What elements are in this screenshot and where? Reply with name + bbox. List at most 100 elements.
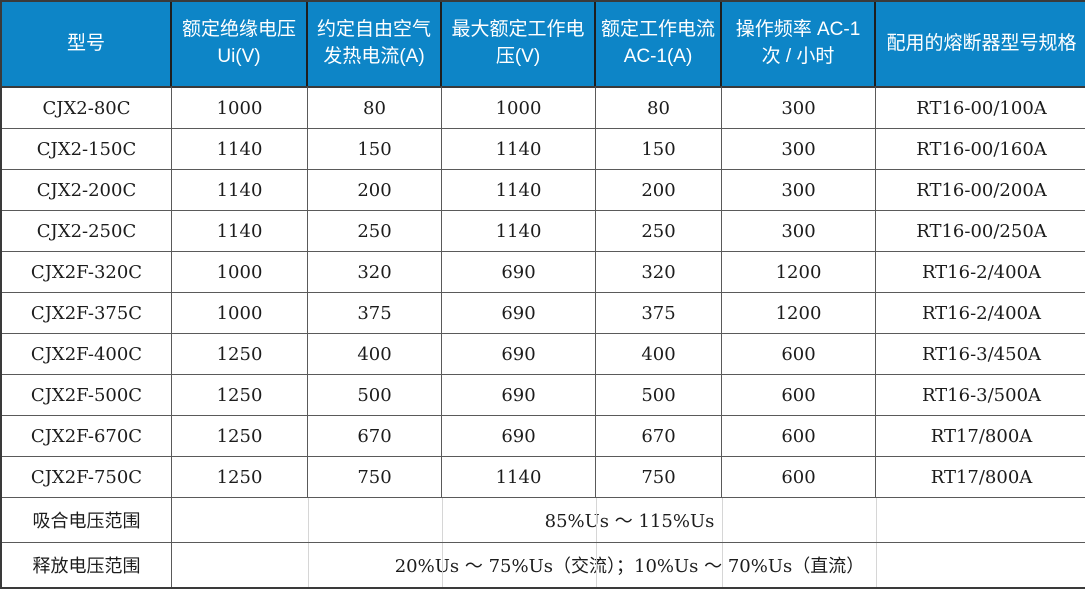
- table-cell: 1250: [172, 416, 308, 457]
- table-cell: RT16-3/450A: [876, 334, 1085, 375]
- table-cell: 1140: [442, 211, 596, 252]
- footer-value-pickup-voltage: 85%Us ～ 115%Us: [172, 498, 1085, 543]
- table-cell: 690: [442, 334, 596, 375]
- column-header-fuse-spec: 配用的熔断器型号规格: [876, 2, 1085, 86]
- footer-label-pickup-voltage: 吸合电压范围: [2, 498, 172, 543]
- table-cell: 1140: [172, 211, 308, 252]
- footer-value-text: 20%Us ～ 75%Us（交流）；10%Us ～ 70%Us（直流）: [394, 556, 865, 577]
- ghost-column-divider: [307, 543, 309, 587]
- ghost-column-divider: [722, 543, 723, 587]
- table-cell: 1000: [172, 252, 308, 293]
- table-cell: 250: [308, 211, 442, 252]
- table-cell: 300: [722, 170, 876, 211]
- table-cell: 320: [596, 252, 722, 293]
- footer-label-release-voltage: 释放电压范围: [2, 543, 172, 587]
- table-cell: 250: [596, 211, 722, 252]
- ghost-column-divider: [442, 543, 444, 587]
- table-row: CJX2F-670C 1250 670 690 670 600 RT17/800…: [2, 416, 1085, 457]
- release-voltage-row: 释放电压范围 20%Us ～ 75%Us（交流）；10%Us ～ 70%Us（直…: [2, 543, 1085, 587]
- table-cell: 1200: [722, 252, 876, 293]
- table-cell: 1000: [442, 86, 596, 129]
- table-cell: 600: [722, 334, 876, 375]
- table-cell: RT16-2/400A: [876, 293, 1085, 334]
- footer-value-release-voltage: 20%Us ～ 75%Us（交流）；10%Us ～ 70%Us（直流）: [172, 543, 1085, 587]
- table-cell: RT16-00/250A: [876, 211, 1085, 252]
- column-header-max-working-voltage: 最大额定工作电压(V): [442, 2, 596, 86]
- table-row: CJX2-200C 1140 200 1140 200 300 RT16-00/…: [2, 170, 1085, 211]
- table-cell: 1000: [172, 293, 308, 334]
- column-header-working-current: 额定工作电流 AC-1(A): [596, 2, 722, 86]
- table-cell: 1140: [442, 457, 596, 498]
- model-cell: CJX2F-670C: [2, 416, 172, 457]
- table-row: CJX2F-320C 1000 320 690 320 1200 RT16-2/…: [2, 252, 1085, 293]
- table-cell: 690: [442, 375, 596, 416]
- ghost-column-divider: [596, 543, 597, 587]
- table-cell: 1140: [172, 170, 308, 211]
- column-header-model: 型号: [2, 2, 172, 86]
- ghost-column-divider: [876, 498, 877, 542]
- table-cell: 690: [442, 416, 596, 457]
- model-cell: CJX2-250C: [2, 211, 172, 252]
- ghost-column-divider: [442, 498, 444, 542]
- model-cell: CJX2-150C: [2, 129, 172, 170]
- table-cell: 1250: [172, 457, 308, 498]
- ghost-column-divider: [722, 498, 723, 542]
- table-cell: 690: [442, 252, 596, 293]
- table-cell: 1200: [722, 293, 876, 334]
- table-cell: 750: [308, 457, 442, 498]
- table-cell: RT16-00/100A: [876, 86, 1085, 129]
- table-cell: RT16-3/500A: [876, 375, 1085, 416]
- table-row: CJX2F-375C 1000 375 690 375 1200 RT16-2/…: [2, 293, 1085, 334]
- table-row: CJX2F-750C 1250 750 1140 750 600 RT17/80…: [2, 457, 1085, 498]
- table-cell: 500: [308, 375, 442, 416]
- ghost-column-divider: [596, 498, 597, 542]
- contactor-spec-table: 型号 额定绝缘电压 Ui(V) 约定自由空气发热电流(A) 最大额定工作电压(V…: [0, 0, 1085, 589]
- table-cell: 1250: [172, 375, 308, 416]
- model-cell: CJX2F-500C: [2, 375, 172, 416]
- header-row: 型号 额定绝缘电压 Ui(V) 约定自由空气发热电流(A) 最大额定工作电压(V…: [2, 2, 1085, 86]
- table-cell: 1250: [172, 334, 308, 375]
- column-header-thermal-current: 约定自由空气发热电流(A): [308, 2, 442, 86]
- table-cell: 1140: [442, 170, 596, 211]
- table-cell: 150: [308, 129, 442, 170]
- table-cell: 150: [596, 129, 722, 170]
- ghost-column-divider: [307, 498, 309, 542]
- table-cell: 670: [596, 416, 722, 457]
- table-cell: 200: [596, 170, 722, 211]
- column-header-operating-frequency: 操作频率 AC-1 次 / 小时: [722, 2, 876, 86]
- table-cell: 1140: [442, 129, 596, 170]
- table-row: CJX2F-500C 1250 500 690 500 600 RT16-3/5…: [2, 375, 1085, 416]
- column-header-insulation-voltage: 额定绝缘电压 Ui(V): [172, 2, 308, 86]
- table-cell: RT16-2/400A: [876, 252, 1085, 293]
- table-cell: 500: [596, 375, 722, 416]
- model-cell: CJX2-200C: [2, 170, 172, 211]
- table-cell: 670: [308, 416, 442, 457]
- table-cell: 300: [722, 211, 876, 252]
- table-cell: 80: [596, 86, 722, 129]
- table-cell: 600: [722, 416, 876, 457]
- pickup-voltage-row: 吸合电压范围 85%Us ～ 115%Us: [2, 498, 1085, 543]
- model-cell: CJX2F-320C: [2, 252, 172, 293]
- table-cell: 300: [722, 129, 876, 170]
- table-cell: RT17/800A: [876, 457, 1085, 498]
- table-cell: 400: [596, 334, 722, 375]
- table-cell: 320: [308, 252, 442, 293]
- model-cell: CJX2F-400C: [2, 334, 172, 375]
- table-cell: 690: [442, 293, 596, 334]
- table-cell: RT17/800A: [876, 416, 1085, 457]
- ghost-column-divider: [876, 543, 877, 587]
- model-cell: CJX2-80C: [2, 86, 172, 129]
- table-cell: 1000: [172, 86, 308, 129]
- table-cell: 750: [596, 457, 722, 498]
- table-cell: 80: [308, 86, 442, 129]
- table-cell: 600: [722, 375, 876, 416]
- table-row: CJX2F-400C 1250 400 690 400 600 RT16-3/4…: [2, 334, 1085, 375]
- table-cell: 375: [596, 293, 722, 334]
- model-cell: CJX2F-750C: [2, 457, 172, 498]
- table-row: CJX2-80C 1000 80 1000 80 300 RT16-00/100…: [2, 86, 1085, 129]
- table-cell: 300: [722, 86, 876, 129]
- table-cell: RT16-00/160A: [876, 129, 1085, 170]
- table-cell: 200: [308, 170, 442, 211]
- table-cell: 375: [308, 293, 442, 334]
- model-cell: CJX2F-375C: [2, 293, 172, 334]
